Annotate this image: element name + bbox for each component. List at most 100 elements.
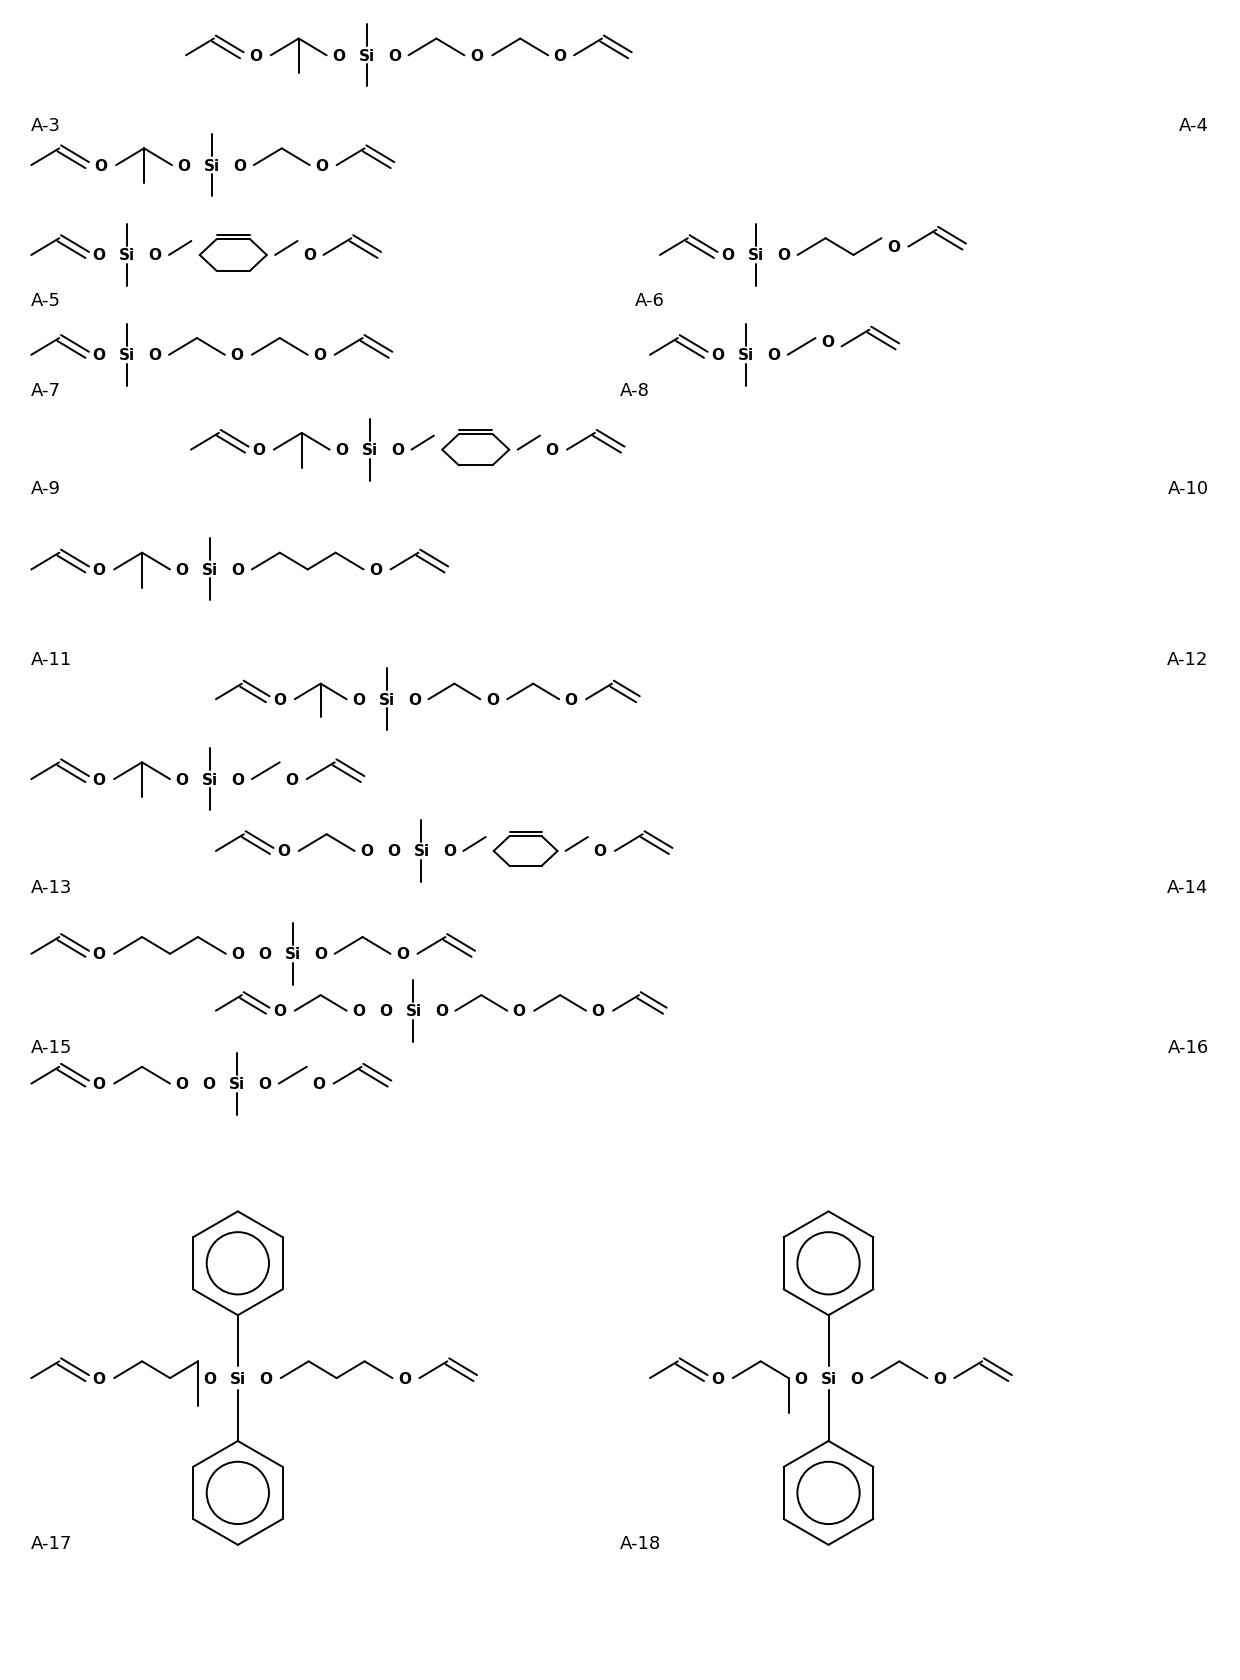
Text: A-7: A-7 [31,381,61,400]
Text: O: O [285,773,299,788]
Text: O: O [370,563,382,578]
Text: A-4: A-4 [1179,118,1209,134]
Text: O: O [93,773,105,788]
Text: O: O [352,692,365,707]
Text: A-15: A-15 [31,1038,73,1057]
Text: O: O [303,249,316,264]
Text: O: O [396,948,409,961]
Text: O: O [149,348,161,363]
Text: O: O [93,249,105,264]
Text: Si: Si [119,348,135,363]
Text: O: O [312,1077,325,1092]
Text: O: O [794,1371,807,1386]
Text: Si: Si [229,1371,246,1386]
Text: O: O [553,49,567,64]
Text: O: O [332,49,345,64]
Text: O: O [768,348,780,363]
Text: O: O [398,1371,410,1386]
Text: O: O [273,692,286,707]
Text: Si: Si [738,348,754,363]
Text: O: O [335,444,348,459]
Text: O: O [594,843,606,858]
Text: O: O [176,773,188,788]
Text: O: O [176,563,188,578]
Text: O: O [278,843,290,858]
Text: O: O [231,348,243,363]
Text: O: O [821,334,835,349]
Text: Si: Si [358,49,374,64]
Text: O: O [388,49,401,64]
Text: O: O [93,948,105,961]
Text: Si: Si [748,249,764,264]
Text: Si: Si [202,563,218,578]
Text: A-17: A-17 [31,1534,73,1552]
Text: O: O [712,348,724,363]
Text: O: O [233,158,247,173]
Text: O: O [546,444,558,459]
Text: O: O [258,1077,272,1092]
Text: O: O [249,49,263,64]
Text: O: O [259,1371,273,1386]
Text: A-8: A-8 [620,381,650,400]
Text: O: O [149,249,161,264]
Text: A-13: A-13 [31,879,73,897]
Text: O: O [512,1003,526,1018]
Text: A-6: A-6 [635,292,665,309]
Text: A-18: A-18 [620,1534,661,1552]
Text: Si: Si [285,948,301,961]
Text: O: O [591,1003,605,1018]
Text: O: O [435,1003,448,1018]
Text: O: O [93,348,105,363]
Text: O: O [470,49,482,64]
Text: Si: Si [202,773,218,788]
Text: O: O [202,1077,216,1092]
Text: O: O [932,1371,946,1386]
Text: O: O [315,158,329,173]
Text: Si: Si [229,1077,246,1092]
Text: O: O [314,348,326,363]
Text: A-12: A-12 [1167,650,1209,669]
Text: Si: Si [413,843,429,858]
Text: O: O [93,563,105,578]
Text: O: O [258,948,272,961]
Text: O: O [232,773,244,788]
Text: O: O [391,444,404,459]
Text: A-9: A-9 [31,479,61,497]
Text: O: O [273,1003,286,1018]
Text: Si: Si [405,1003,422,1018]
Text: A-3: A-3 [31,118,61,134]
Text: O: O [360,843,373,858]
Text: O: O [712,1371,724,1386]
Text: A-16: A-16 [1167,1038,1209,1057]
Text: Si: Si [203,158,219,173]
Text: A-10: A-10 [1168,479,1209,497]
Text: A-14: A-14 [1167,879,1209,897]
Text: O: O [887,240,900,255]
Text: O: O [379,1003,392,1018]
Text: Si: Si [821,1371,837,1386]
Text: O: O [232,948,244,961]
Text: Si: Si [119,249,135,264]
Text: O: O [352,1003,365,1018]
Text: O: O [177,158,191,173]
Text: O: O [777,249,790,264]
Text: O: O [203,1371,217,1386]
Text: O: O [94,158,108,173]
Text: O: O [564,692,578,707]
Text: O: O [722,249,734,264]
Text: O: O [93,1077,105,1092]
Text: O: O [314,948,327,961]
Text: O: O [486,692,498,707]
Text: Si: Si [362,444,378,459]
Text: O: O [176,1077,188,1092]
Text: O: O [408,692,420,707]
Text: O: O [252,444,265,459]
Text: O: O [849,1371,863,1386]
Text: A-11: A-11 [31,650,73,669]
Text: Si: Si [378,692,394,707]
Text: A-5: A-5 [31,292,61,309]
Text: O: O [443,843,456,858]
Text: O: O [387,843,401,858]
Text: O: O [232,563,244,578]
Text: O: O [93,1371,105,1386]
